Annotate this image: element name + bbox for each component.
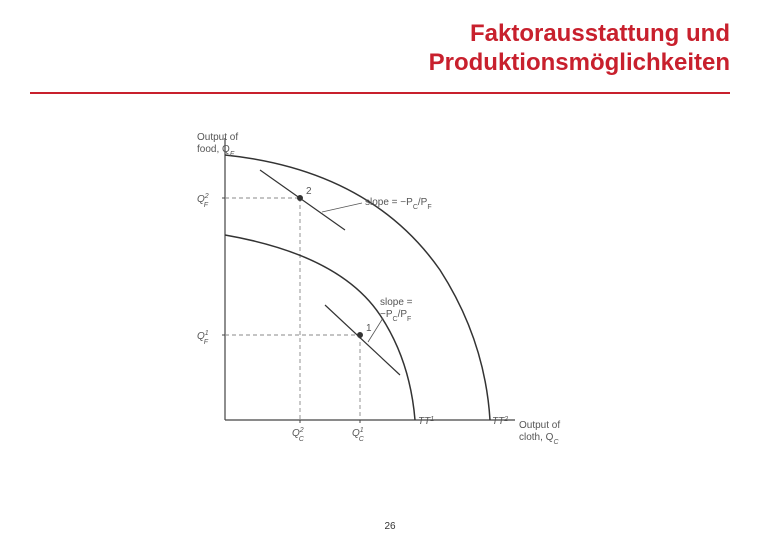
ppf-chart: TT1 TT2 2 1 slope = −PC/PF slope =−PC/PF Q2F Q1… (170, 120, 590, 480)
equilibrium-point-2 (297, 195, 303, 201)
x-tick-label: Q1C (352, 427, 365, 443)
x-axis-label: cloth, QC (519, 432, 559, 446)
curve-label: TT1 (418, 416, 434, 428)
curve-label: TT2 (492, 416, 508, 428)
slope-note: −PC/PF (380, 309, 411, 323)
x-axis-label: Output of (519, 420, 560, 431)
point-label: 1 (366, 323, 372, 334)
ppf-svg: TT1 TT2 2 1 slope = −PC/PF slope =−PC/PF Q2F Q1… (170, 120, 590, 480)
slope-note: slope = (380, 297, 413, 308)
header-divider (30, 92, 730, 94)
y-tick-label: Q1F (197, 330, 209, 346)
title-line-1: Faktorausstattung und (470, 20, 730, 47)
x-tick-label: Q2C (292, 427, 305, 443)
slide-title: Faktorausstattung und Produktionsmöglich… (0, 20, 730, 78)
y-axis-label: Output of (197, 132, 238, 143)
page-number: 26 (384, 521, 395, 532)
y-axis-label: food, QF (197, 144, 235, 158)
slide-header: Faktorausstattung und Produktionsmöglich… (0, 0, 780, 88)
equilibrium-point-1 (357, 332, 363, 338)
point-label: 2 (306, 186, 312, 197)
leader-line (322, 203, 362, 212)
slope-note: slope = −PC/PF (365, 197, 432, 211)
y-tick-label: Q2F (197, 193, 209, 209)
ppf-curve-TT2 (225, 155, 490, 420)
ppf-curve-TT1 (225, 235, 415, 420)
tangent-line (260, 170, 345, 230)
title-line-2: Produktionsmöglichkeiten (429, 49, 730, 76)
